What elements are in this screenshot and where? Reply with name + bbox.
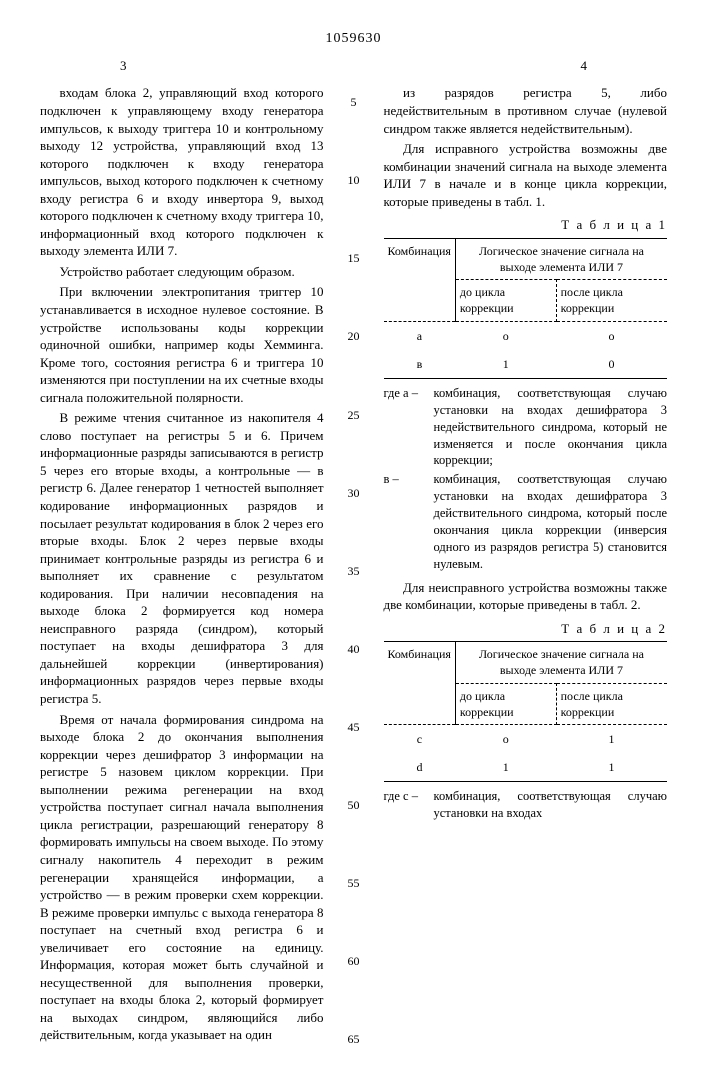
ln: 30 bbox=[344, 485, 364, 501]
t1-col2a: до цикла коррекции bbox=[455, 280, 556, 321]
t1-r2-c: в bbox=[384, 350, 456, 379]
legend2-c-label: где с – bbox=[384, 788, 434, 822]
ln: 40 bbox=[344, 641, 364, 657]
t2-r2-after: 1 bbox=[556, 753, 667, 782]
t2-col2b: после цикла коррекции bbox=[556, 683, 667, 724]
page-right: 4 bbox=[581, 57, 588, 75]
table2: Комбинация Логическое значение сигнала н… bbox=[384, 641, 668, 782]
ln: 50 bbox=[344, 797, 364, 813]
t2-r1-before: о bbox=[455, 724, 556, 753]
ln: 60 bbox=[344, 953, 364, 969]
ln: 25 bbox=[344, 407, 364, 423]
legend2: где с – комбинация, соответствующая случ… bbox=[384, 788, 668, 822]
legend2-c-text: комбинация, соответствующая случаю устан… bbox=[434, 788, 668, 822]
line-number-gutter: 5 10 15 20 25 30 35 40 45 50 55 60 65 bbox=[344, 84, 364, 1047]
t1-col2b: после цикла коррекции bbox=[556, 280, 667, 321]
right-p3: Для неисправного устройства возможны так… bbox=[384, 579, 668, 614]
two-column-layout: входам блока 2, управляющий вход которог… bbox=[40, 84, 667, 1047]
t2-col2-merged: Логическое значение сигнала на выходе эл… bbox=[455, 642, 667, 683]
left-p4: В режиме чтения считанное из накопителя … bbox=[40, 409, 324, 707]
right-p1: из разрядов регистра 5, либо недействите… bbox=[384, 84, 668, 137]
t2-r1-c: с bbox=[384, 724, 456, 753]
ln: 15 bbox=[344, 250, 364, 266]
table1-title: Т а б л и ц а 1 bbox=[384, 216, 668, 234]
legend1-b-text: комбинация, соответствующая случаю устан… bbox=[434, 471, 668, 572]
ln: 5 bbox=[344, 94, 364, 110]
left-p2: Устройство работает следующим образом. bbox=[40, 263, 324, 281]
t2-r2-before: 1 bbox=[455, 753, 556, 782]
t2-r1-after: 1 bbox=[556, 724, 667, 753]
page-numbers: 3 4 bbox=[120, 57, 587, 75]
table1: Комбинация Логическое значение сигнала н… bbox=[384, 238, 668, 379]
t1-r2-before: 1 bbox=[455, 350, 556, 379]
legend1-b-label: в – bbox=[384, 471, 434, 572]
ln: 65 bbox=[344, 1031, 364, 1047]
t1-col2-merged: Логическое значение сигнала на выходе эл… bbox=[455, 238, 667, 279]
t1-r1-before: о bbox=[455, 321, 556, 350]
t1-r2-after: 0 bbox=[556, 350, 667, 379]
t2-col1: Комбинация bbox=[384, 642, 456, 725]
left-p1: входам блока 2, управляющий вход которог… bbox=[40, 84, 324, 259]
table2-title: Т а б л и ц а 2 bbox=[384, 620, 668, 638]
ln: 10 bbox=[344, 172, 364, 188]
legend1-a-text: комбинация, соответствующая случаю устан… bbox=[434, 385, 668, 469]
legend1: где а – комбинация, соответствующая случ… bbox=[384, 385, 668, 573]
left-p3: При включении электропитания триггер 10 … bbox=[40, 283, 324, 406]
left-p5: Время от начала формирования синдрома на… bbox=[40, 711, 324, 1044]
right-p2: Для исправного устройства возможны две к… bbox=[384, 140, 668, 210]
page-left: 3 bbox=[120, 57, 127, 75]
left-column: входам блока 2, управляющий вход которог… bbox=[40, 84, 324, 1047]
t1-col1: Комбинация bbox=[384, 238, 456, 321]
ln: 35 bbox=[344, 563, 364, 579]
ln: 55 bbox=[344, 875, 364, 891]
t1-r1-after: о bbox=[556, 321, 667, 350]
t1-r1-c: а bbox=[384, 321, 456, 350]
ln: 20 bbox=[344, 328, 364, 344]
t2-col2a: до цикла коррекции bbox=[455, 683, 556, 724]
ln: 45 bbox=[344, 719, 364, 735]
legend1-a-label: где а – bbox=[384, 385, 434, 469]
t2-r2-c: d bbox=[384, 753, 456, 782]
right-column: из разрядов регистра 5, либо недействите… bbox=[384, 84, 668, 1047]
doc-number: 1059630 bbox=[40, 30, 667, 49]
